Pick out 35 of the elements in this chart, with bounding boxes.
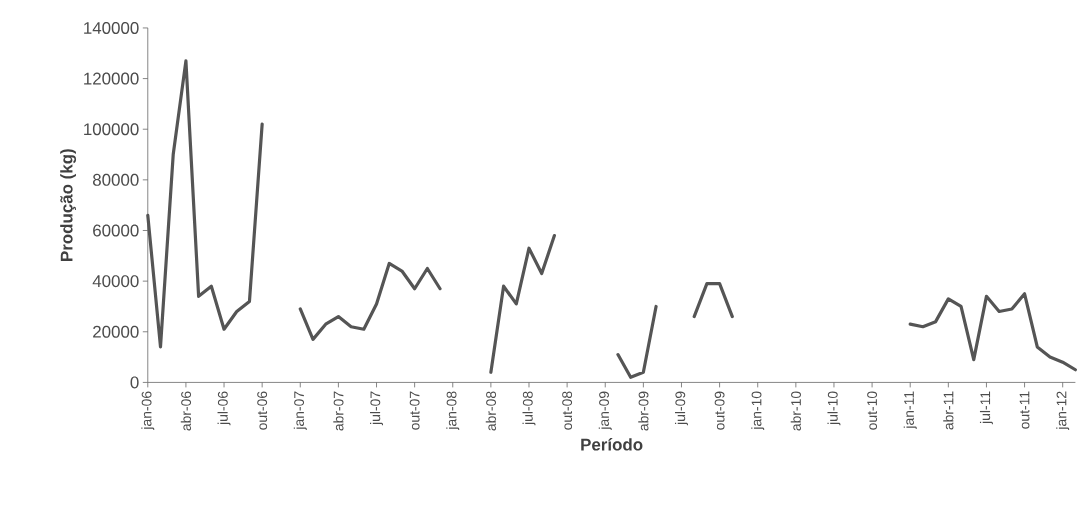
x-tick-label: jan-06 — [141, 391, 155, 430]
x-axis-title: Período — [581, 437, 643, 451]
x-tick-label: out-10 — [867, 391, 878, 430]
x-tick-label: jul-11 — [979, 391, 993, 425]
y-tick-label: 120000 — [84, 72, 139, 85]
x-tick-label: jul-07 — [370, 391, 383, 426]
x-tick-label: out-11 — [1019, 391, 1030, 429]
x-tick-label: jul-08 — [522, 391, 536, 426]
x-tick-label: abr-06 — [180, 391, 192, 431]
x-tick-label: abr-09 — [638, 391, 649, 431]
x-tick-label: jan-11 — [903, 391, 917, 429]
x-tick-label: out-08 — [562, 391, 573, 430]
x-tick-label: jan-12 — [1056, 391, 1070, 430]
y-tick-label: 20000 — [93, 325, 139, 338]
x-tick-label: abr-08 — [485, 391, 496, 431]
y-tick-label: 60000 — [93, 224, 139, 237]
x-tick-label: abr-10 — [790, 391, 801, 431]
x-tick-label: abr-11 — [943, 391, 954, 430]
y-tick-label: 140000 — [84, 21, 139, 34]
x-tick-label: jan-09 — [598, 391, 612, 430]
y-tick-label: 0 — [130, 376, 139, 389]
x-tick-label: jan-08 — [446, 391, 460, 430]
y-axis-title: Produção (kg) — [60, 149, 77, 261]
x-tick-label: out-07 — [409, 391, 420, 430]
y-tick-label: 40000 — [92, 275, 139, 288]
x-tick-label: jul-06 — [217, 391, 231, 426]
x-tick-label: out-09 — [714, 391, 725, 430]
x-tick-label: jan-10 — [751, 391, 765, 430]
x-tick-label: jul-10 — [827, 391, 841, 426]
x-tick-label: abr-07 — [333, 391, 344, 431]
y-tick-label: 100000 — [84, 123, 139, 136]
x-tick-label: out-06 — [257, 391, 268, 430]
x-tick-label: jan-07 — [293, 391, 307, 430]
x-tick-label: jul-09 — [674, 391, 688, 426]
y-tick-label: 80000 — [92, 173, 139, 186]
